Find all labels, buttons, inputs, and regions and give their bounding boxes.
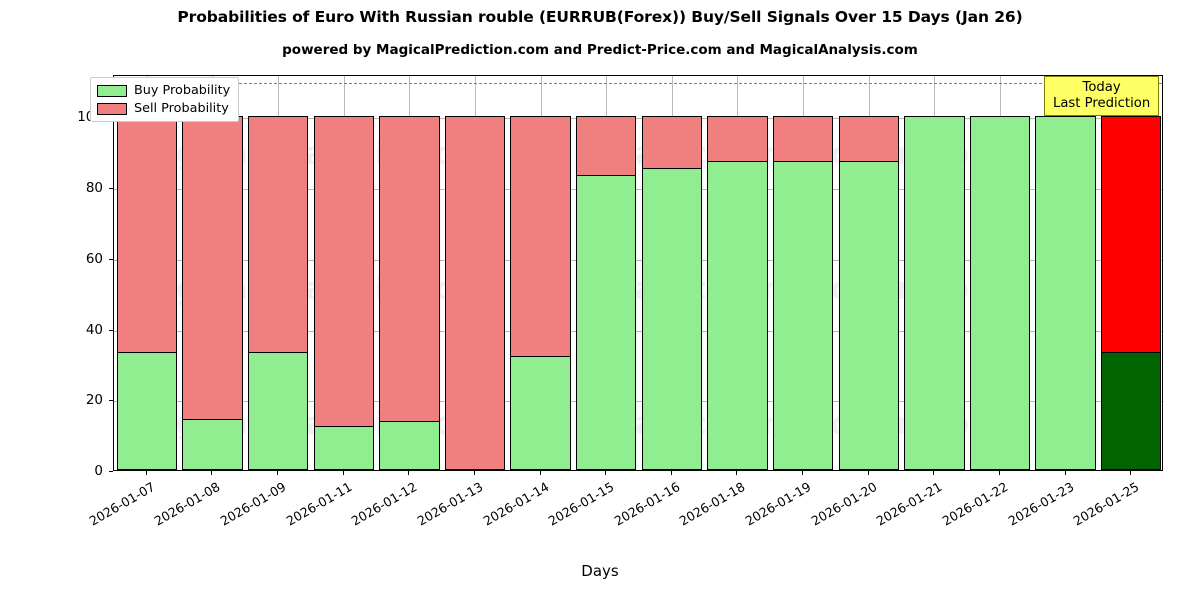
bar-segment-buy [772, 160, 834, 470]
x-tick-mark [342, 471, 344, 475]
x-tick-mark [605, 471, 607, 475]
reference-line [114, 83, 1162, 85]
chart-legend: Buy Probability Sell Probability [90, 77, 240, 122]
y-gridline [114, 259, 1162, 261]
x-tick-mark [670, 471, 672, 475]
y-tick-label: 40 [85, 321, 103, 338]
bar-segment-sell [313, 116, 374, 426]
y-gridline [114, 189, 1162, 191]
bar [1035, 116, 1096, 470]
bar-segment-buy [1035, 116, 1096, 470]
y-gridline [114, 330, 1162, 332]
x-tick-mark [1130, 471, 1132, 475]
bar [379, 116, 440, 470]
bar [904, 116, 965, 470]
bar [707, 116, 768, 470]
x-axis-label: Days [581, 562, 619, 580]
bar-segment-sell [838, 116, 899, 161]
y-tick-label: 80 [85, 180, 103, 197]
chart-subtitle: powered by MagicalPrediction.com and Pre… [282, 42, 918, 58]
x-tick-mark [736, 471, 738, 475]
bar-segment-sell [247, 116, 309, 353]
bar-segment-buy [707, 160, 768, 470]
bar [576, 116, 637, 470]
bar-segment-sell [641, 116, 702, 169]
bar-segment-sell [1101, 116, 1162, 353]
bar-segment-buy [313, 425, 374, 470]
bar [444, 116, 506, 470]
legend-swatch [97, 102, 127, 115]
plot-area: MagicalAnalysis.comMagicalPrediction.com… [113, 75, 1163, 471]
bar-segment-buy [641, 168, 702, 470]
bars-layer [114, 76, 1162, 470]
y-gridline [114, 401, 1162, 403]
bar-segment-sell [182, 116, 243, 419]
legend-item: Sell Probability [97, 101, 230, 116]
bar-segment-sell [707, 116, 768, 161]
x-tick-mark [211, 471, 213, 475]
today-annotation-line1: Today [1082, 80, 1121, 95]
bar-segment-buy [182, 418, 243, 470]
bar-segment-buy [1101, 352, 1162, 470]
x-tick-mark [473, 471, 475, 475]
bar-segment-buy [576, 175, 637, 470]
bar-segment-buy [838, 160, 899, 470]
bar [182, 116, 243, 470]
bar [969, 116, 1031, 470]
bar-segment-sell [379, 116, 440, 421]
bar [510, 116, 571, 470]
bar-segment-sell [576, 116, 637, 176]
bar-segment-sell [510, 116, 571, 357]
bar-segment-buy [379, 420, 440, 470]
reference-line-layer [114, 76, 1162, 470]
y-gridline [114, 118, 1162, 120]
y-tick-label: 60 [85, 250, 103, 267]
bar [641, 116, 702, 470]
x-tick-mark [145, 471, 147, 475]
bar-segment-sell [444, 116, 506, 470]
x-tick-mark [1064, 471, 1066, 475]
bar-segment-sell [116, 116, 177, 353]
bar-today [1101, 116, 1162, 470]
bar-segment-buy [116, 352, 177, 470]
bar [772, 116, 834, 470]
bar [247, 116, 309, 470]
x-tick-mark [802, 471, 804, 475]
y-tick-mark [109, 258, 113, 260]
bar [838, 116, 899, 470]
y-tick-mark [109, 329, 113, 331]
legend-item: Buy Probability [97, 83, 230, 98]
legend-label: Sell Probability [134, 101, 229, 116]
x-tick-mark [867, 471, 869, 475]
x-tick-mark [539, 471, 541, 475]
bar-segment-buy [247, 352, 309, 470]
today-annotation-line2: Last Prediction [1053, 95, 1151, 111]
bar-segment-buy [969, 116, 1031, 470]
x-tick-mark [933, 471, 935, 475]
x-tick-mark [277, 471, 279, 475]
y-axis-label: Probability [0, 170, 1, 430]
y-tick-mark [109, 400, 113, 402]
y-tick-mark [109, 188, 113, 190]
x-tick-mark [408, 471, 410, 475]
legend-swatch [97, 84, 127, 97]
x-tick-mark [998, 471, 1000, 475]
bar-segment-sell [772, 116, 834, 161]
y-tick-label: 20 [85, 392, 103, 409]
today-annotation: Today Last Prediction [1044, 76, 1160, 117]
bar-segment-buy [510, 356, 571, 470]
y-tick-label: 0 [94, 463, 103, 479]
legend-label: Buy Probability [134, 83, 231, 98]
bar-segment-buy [904, 116, 965, 470]
bar [313, 116, 374, 470]
bar [116, 116, 177, 470]
y-tick-mark [109, 471, 113, 472]
chart-title: Probabilities of Euro With Russian roubl… [177, 8, 1023, 26]
